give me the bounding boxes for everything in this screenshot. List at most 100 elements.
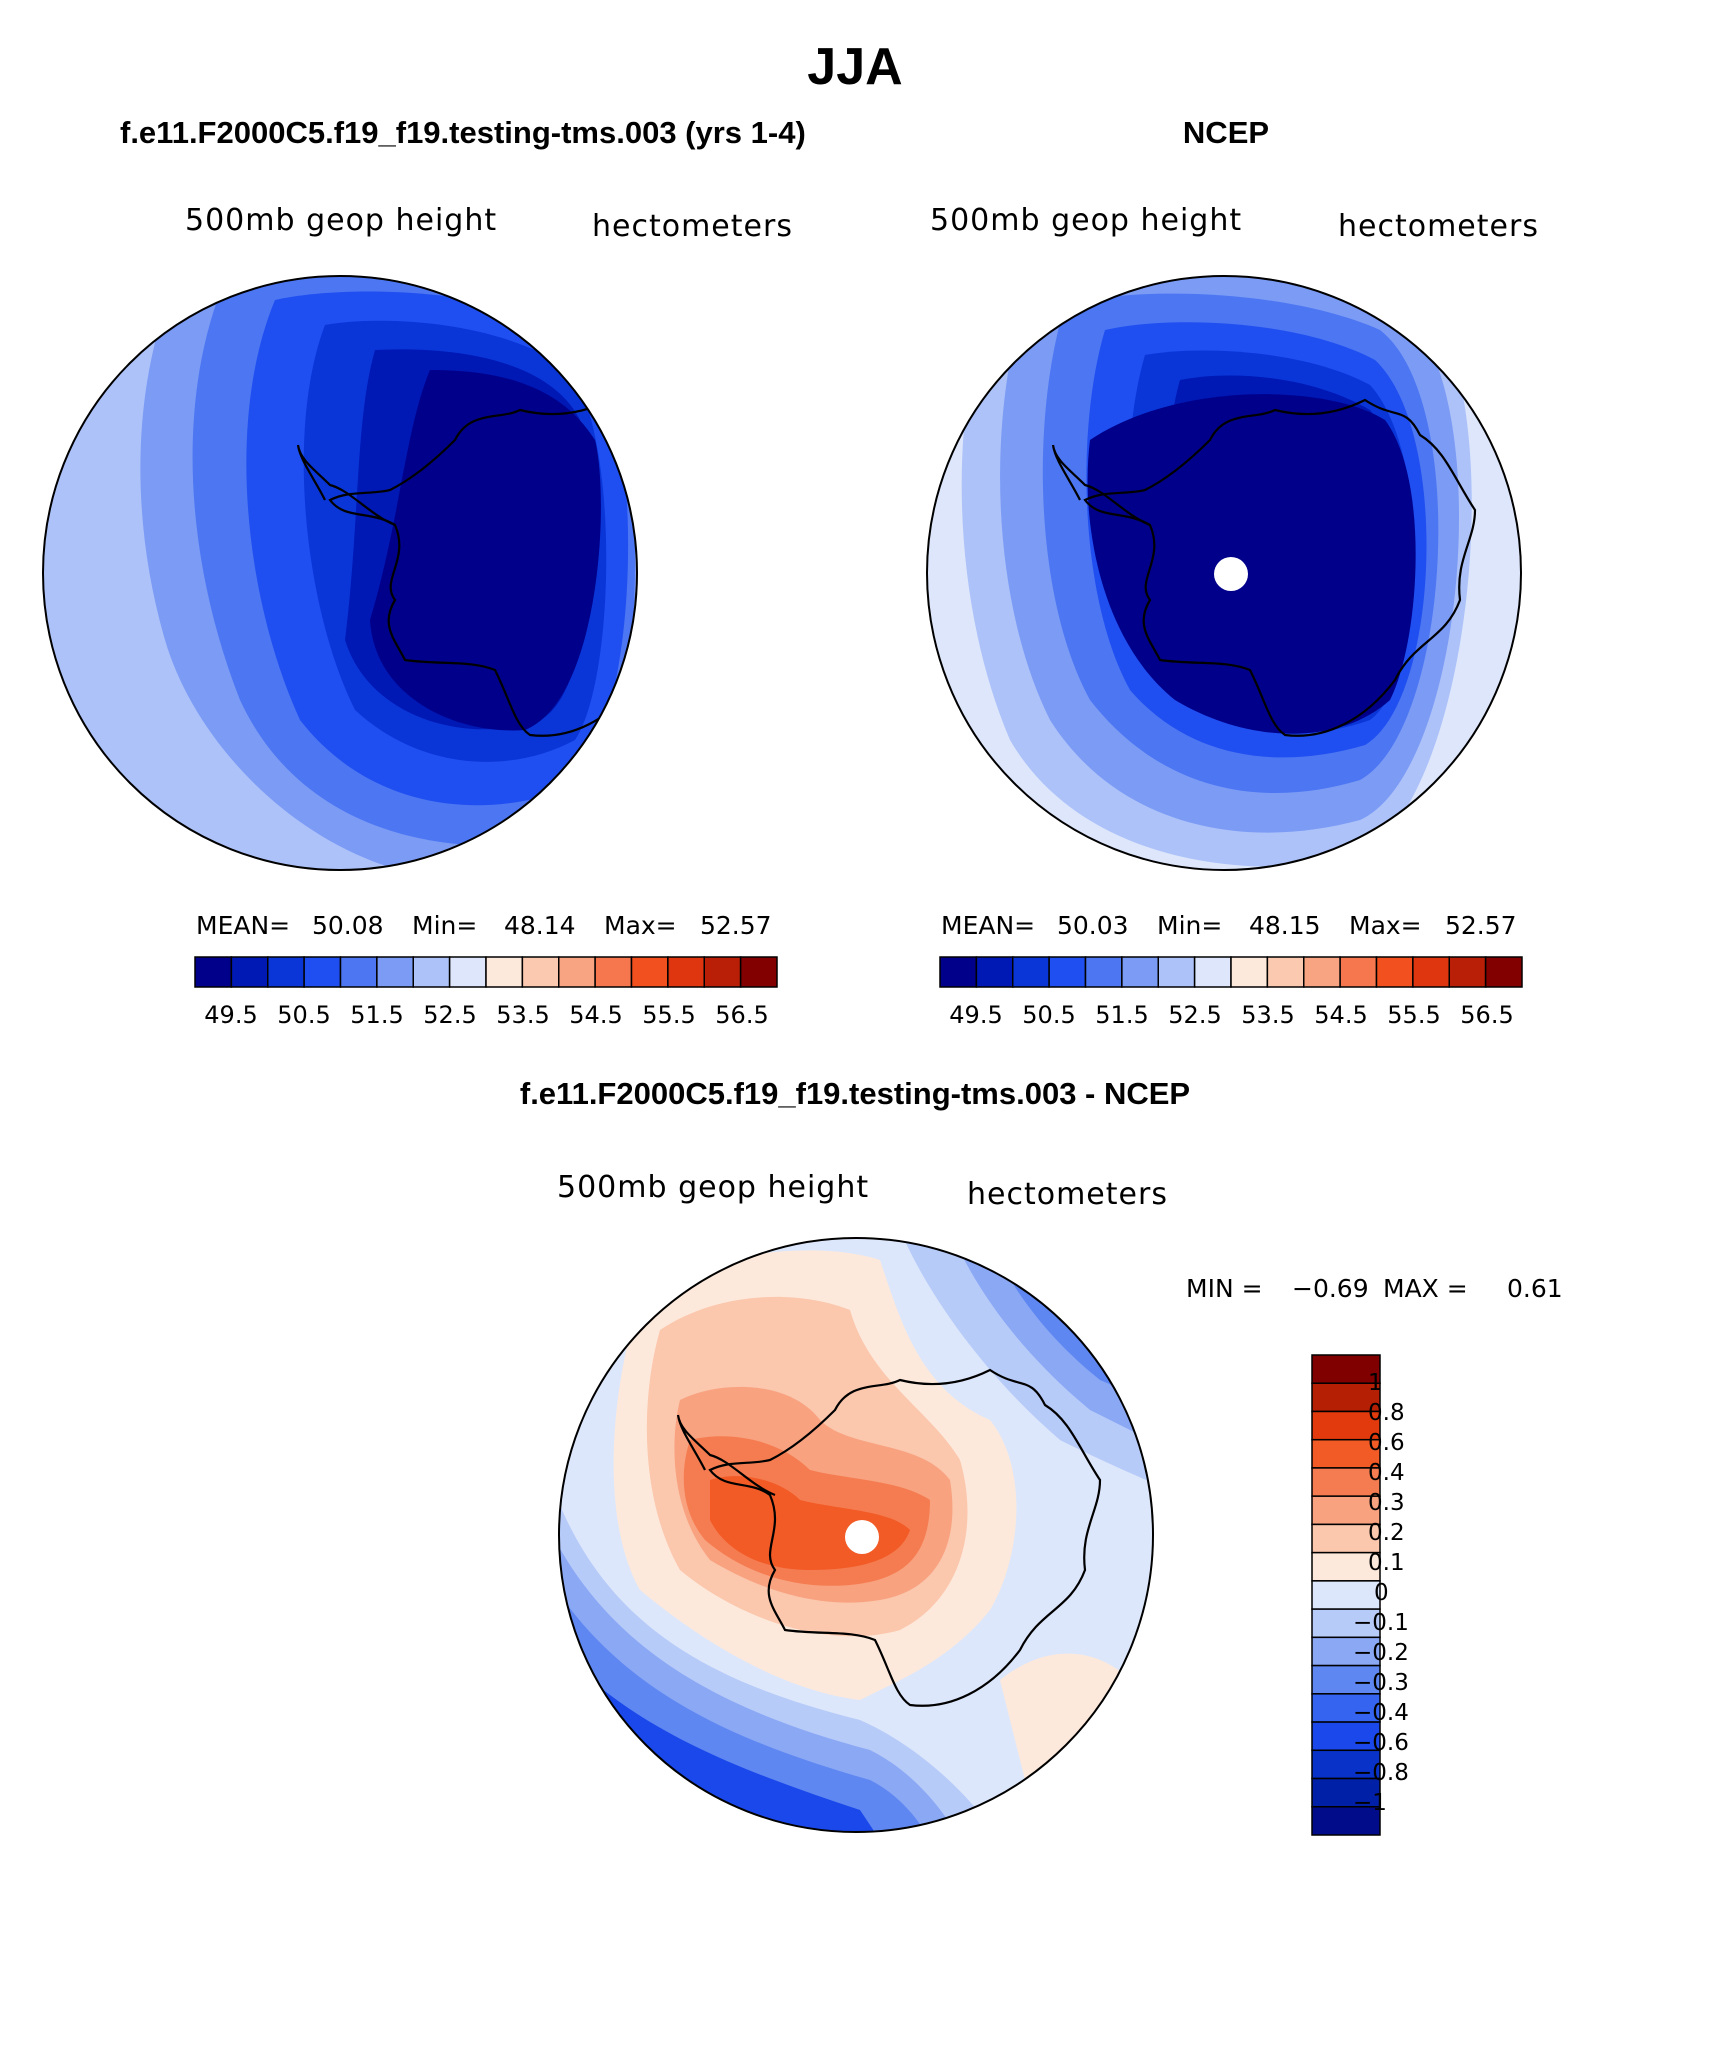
panel-diff-max-label: MAX = <box>1383 1274 1468 1303</box>
panel-diff-min-value: −0.69 <box>1292 1274 1369 1303</box>
panel-diff-level-label: −0.6 <box>1353 1730 1409 1756</box>
panel-diff-units-label: hectometers <box>967 1177 1168 1212</box>
panel-model-units-label: hectometers <box>592 209 793 244</box>
panel-obs-map-frame <box>926 275 1522 871</box>
panel-diff-level-label: 0.2 <box>1368 1520 1405 1546</box>
colorbar-swatch <box>1311 1806 1381 1836</box>
panel-model-level-label: 55.5 <box>642 1001 695 1029</box>
panel-diff: 500mb geop height hectometers MIN = <box>557 1170 1563 1836</box>
panel-model-level-label: 56.5 <box>715 1001 768 1029</box>
panel-diff-level-label: 0.3 <box>1368 1490 1405 1516</box>
colorbar-swatch <box>703 956 742 988</box>
colorbar-swatch <box>1311 1580 1381 1610</box>
panel-model-mean-value: 50.08 <box>312 911 384 940</box>
panel-diff-map-frame <box>558 1237 1154 1833</box>
panel-diff-title: f.e11.F2000C5.f19_f19.testing-tms.003 - … <box>520 1076 1190 1111</box>
panel-diff-level-label: −0.3 <box>1353 1670 1409 1696</box>
colorbar-swatch <box>1311 1693 1381 1723</box>
colorbar-swatch <box>1484 956 1523 988</box>
colorbar-swatch <box>194 956 233 988</box>
panel-obs-level-label: 55.5 <box>1387 1001 1440 1029</box>
colorbar-swatch <box>1448 956 1487 988</box>
panel-obs-max-value: 52.57 <box>1445 911 1517 940</box>
colorbar-swatch <box>1012 956 1050 988</box>
panel-obs-band-49.5-50.0 <box>1087 394 1416 734</box>
colorbar-swatch <box>1311 1467 1381 1497</box>
panel-diff-peninsula <box>676 1414 776 1497</box>
colorbar-swatch <box>1311 1636 1381 1667</box>
colorbar-swatch <box>594 956 633 988</box>
panel-model-level-label: 50.5 <box>277 1001 330 1029</box>
colorbar-swatch <box>1048 956 1087 988</box>
colorbar-swatch <box>1375 956 1414 988</box>
panel-model-band-51.5-52.0 <box>370 370 601 731</box>
panel-model-map-frame <box>42 275 638 871</box>
panel-obs-min-value: 48.15 <box>1249 911 1321 940</box>
colorbar-swatch <box>1311 1749 1381 1780</box>
panel-diff-min-label: MIN = <box>1186 1274 1263 1303</box>
panel-model-colorbar <box>194 956 778 988</box>
colorbar-swatch <box>1311 1495 1381 1526</box>
panel-obs-level-label: 53.5 <box>1241 1001 1294 1029</box>
colorbar-swatch <box>230 956 269 988</box>
colorbar-swatch <box>1311 1777 1381 1808</box>
panel-model-min-value: 48.14 <box>504 911 576 940</box>
panel-obs-min-label: Min= <box>1157 911 1222 940</box>
panel-obs-level-label: 52.5 <box>1168 1001 1221 1029</box>
panel-model-variable-label: 500mb geop height <box>185 203 497 238</box>
colorbar-swatch <box>1157 956 1196 988</box>
panel-diff-level-label: 1 <box>1368 1370 1383 1396</box>
panel-obs-peninsula <box>1051 444 1151 527</box>
colorbar-swatch <box>939 956 978 988</box>
colorbar-swatch <box>485 956 524 988</box>
panel-obs-level-label: 50.5 <box>1022 1001 1075 1029</box>
colorbar-swatch <box>667 956 705 988</box>
panel-diff-variable-label: 500mb geop height <box>557 1170 869 1205</box>
panel-obs-max-label: Max= <box>1349 911 1422 940</box>
panel-obs-level-label: 54.5 <box>1314 1001 1367 1029</box>
colorbar-swatch <box>303 956 342 988</box>
panel-model-max-value: 52.57 <box>700 911 772 940</box>
panel-diff-level-label: 0.1 <box>1368 1550 1405 1576</box>
panel-diff-missing-pole <box>845 1520 879 1554</box>
panel-model-mean-label: MEAN= <box>196 911 290 940</box>
panel-diff-max-value: 0.61 <box>1507 1274 1563 1303</box>
panel-obs-coastline <box>1083 398 1477 737</box>
panel-diff-level-label: 0.6 <box>1368 1430 1405 1456</box>
panel-obs-colorbar-labels: 49.5 50.5 51.5 52.5 53.5 54.5 55.5 56.5 <box>949 1001 1513 1029</box>
panel-diff-colorbar-labels: 1 0.8 0.6 0.4 0.3 0.2 0.1 0 −0.1 −0.2 −0… <box>1353 1370 1409 1816</box>
colorbar-swatch <box>558 956 596 988</box>
figure-title: JJA <box>807 38 902 96</box>
panel-diff-level-label: −1 <box>1353 1790 1387 1816</box>
panel-obs-units-label: hectometers <box>1338 209 1539 244</box>
panel-model-title: f.e11.F2000C5.f19_f19.testing-tms.003 (y… <box>120 115 806 150</box>
panel-diff-level-label: 0.4 <box>1368 1460 1405 1486</box>
panel-diff-colorbar <box>1311 1354 1381 1836</box>
colorbar-swatch <box>1311 1382 1381 1413</box>
panel-model-colorbar-labels: 49.5 50.5 51.5 52.5 53.5 54.5 55.5 56.5 <box>204 1001 768 1029</box>
panel-obs-mean-value: 50.03 <box>1057 911 1129 940</box>
panel-obs: 500mb geop height hectometers MEAN= 50.0… <box>926 203 1539 1029</box>
panel-model-map <box>43 276 637 870</box>
panel-obs-variable-label: 500mb geop height <box>930 203 1242 238</box>
panel-model-peninsula <box>296 444 396 527</box>
panel-model-level-label: 53.5 <box>496 1001 549 1029</box>
panel-diff-level-label: 0 <box>1374 1580 1389 1606</box>
panel-diff-level-label: −0.2 <box>1353 1640 1409 1666</box>
panel-obs-missing-pole <box>1214 557 1248 591</box>
panel-obs-mean-label: MEAN= <box>941 911 1035 940</box>
panel-model-level-label: 51.5 <box>350 1001 403 1029</box>
panel-obs-title: NCEP <box>1183 115 1269 150</box>
colorbar-swatch <box>1339 956 1378 988</box>
panel-model-coastline <box>328 398 637 737</box>
panel-model-level-label: 49.5 <box>204 1001 257 1029</box>
panel-model-level-label: 52.5 <box>423 1001 476 1029</box>
panel-diff-level-label: −0.1 <box>1353 1610 1409 1636</box>
panel-diff-level-label: −0.8 <box>1353 1760 1409 1786</box>
colorbar-swatch <box>739 956 778 988</box>
colorbar-swatch <box>412 956 451 988</box>
colorbar-swatch <box>975 956 1014 988</box>
colorbar-swatch <box>1311 1354 1381 1384</box>
panel-diff-level-label: 0.8 <box>1368 1400 1405 1426</box>
